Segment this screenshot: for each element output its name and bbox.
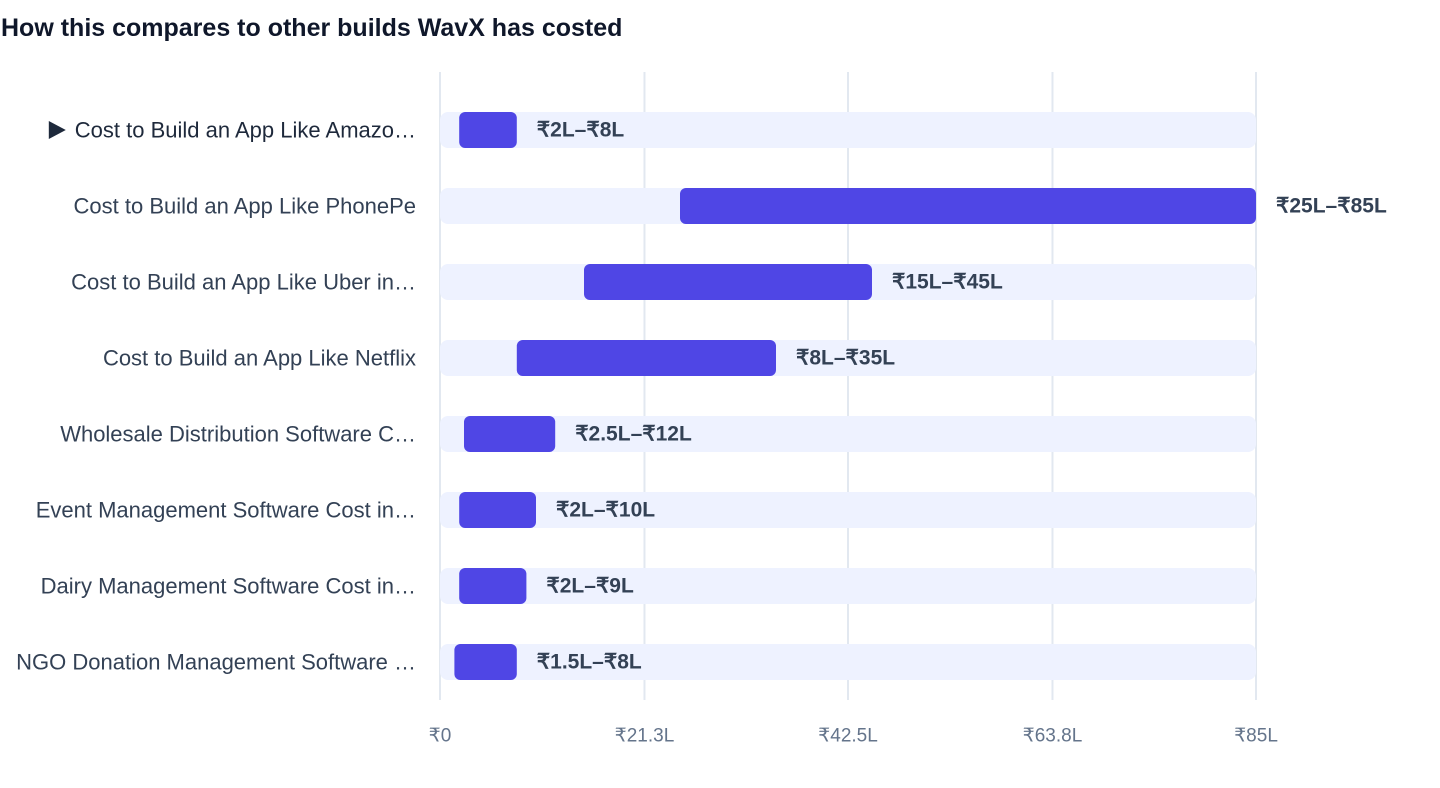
x-tick-label: ₹42.5L [818,726,878,747]
range-value-label: ₹2L–₹10L [556,499,655,522]
range-value-label: ₹25L–₹85L [1276,195,1387,218]
label-layer: ₹2L–₹8L Cost to Build an App Like Amazo… ₹… [16,118,1387,675]
range-bar[interactable] [464,416,556,452]
chart-title: How this compares to other builds WavX h… [1,14,623,42]
range-bar[interactable] [680,188,1256,224]
play-icon [48,121,66,139]
range-value-label: ₹15L–₹45L [892,271,1003,294]
range-bar[interactable] [459,112,517,148]
x-tick-label: ₹0 [429,726,452,747]
x-tick-label: ₹63.8L [1023,726,1083,747]
category-label[interactable]: Cost to Build an App Like PhonePe [74,194,416,219]
range-bar[interactable] [459,568,527,604]
bar-track [440,112,1256,148]
tick-layer: ₹0 ₹21.3L ₹42.5L ₹63.8L ₹85L [429,726,1278,747]
range-bar[interactable] [459,492,536,528]
range-value-label: ₹2L–₹9L [546,575,634,598]
category-label[interactable]: Event Management Software Cost in… [36,498,416,523]
range-value-label: ₹2L–₹8L [537,119,625,142]
category-label[interactable]: Cost to Build an App Like Uber in… [71,270,416,295]
x-tick-label: ₹21.3L [615,726,675,747]
range-value-label: ₹8L–₹35L [796,347,895,370]
category-label[interactable]: Cost to Build an App Like Netflix [103,346,416,371]
category-label[interactable]: Wholesale Distribution Software C… [60,422,416,447]
bar-track [440,416,1256,452]
bar-track [440,644,1256,680]
bar-layer [454,112,1256,680]
bar-track [440,568,1256,604]
grid-layer [439,72,1257,700]
range-value-label: ₹1.5L–₹8L [537,651,642,674]
range-bar[interactable] [454,644,517,680]
x-tick-label: ₹85L [1234,726,1278,747]
category-label[interactable]: NGO Donation Management Software … [16,650,416,675]
bar-track [440,492,1256,528]
category-label[interactable]: Cost to Build an App Like Amazo… [75,118,416,143]
range-bar[interactable] [584,264,872,300]
category-label[interactable]: Dairy Management Software Cost in… [41,574,416,599]
range-bar[interactable] [516,340,776,376]
range-value-label: ₹2.5L–₹12L [575,423,692,446]
